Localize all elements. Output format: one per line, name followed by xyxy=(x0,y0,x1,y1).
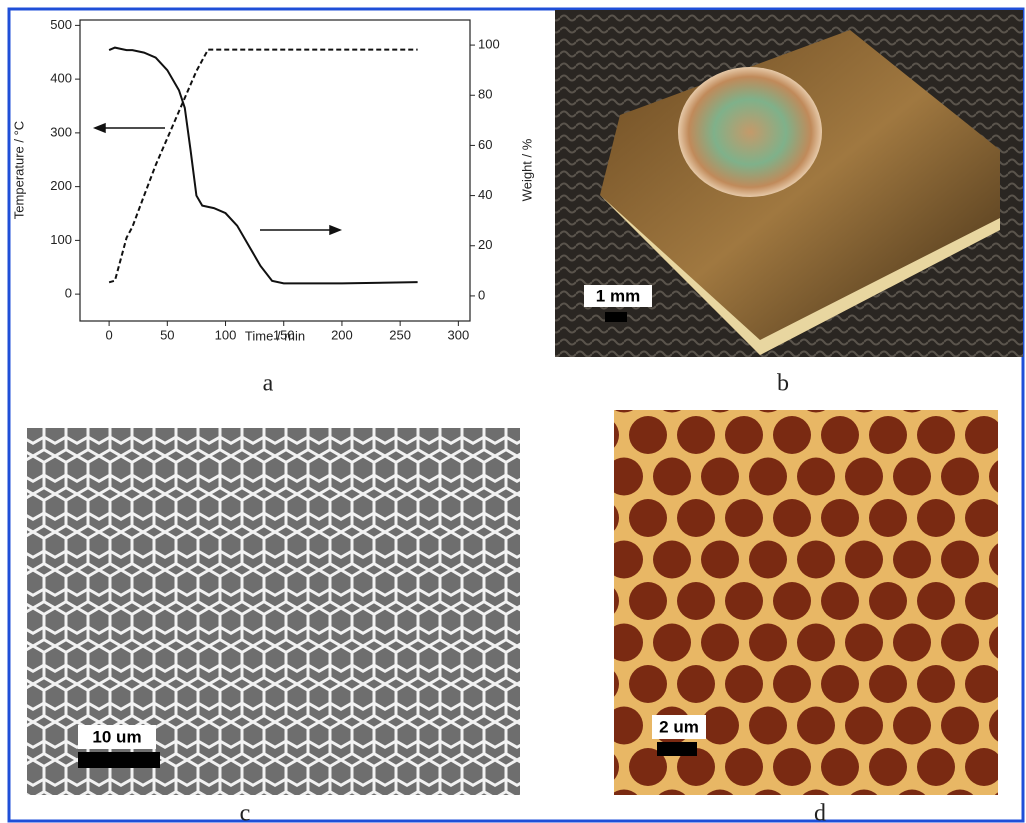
arrow-right xyxy=(260,224,343,236)
photo-d: 2 um xyxy=(614,410,998,795)
x-tick-label: 50 xyxy=(160,327,174,342)
data-line xyxy=(108,48,418,284)
y2-tick-label: 0 xyxy=(478,287,485,302)
y-tick-label: 200 xyxy=(50,178,72,193)
chart: Time / min Temperature / °C Weight / % 0… xyxy=(11,17,534,344)
y-tick-label: 400 xyxy=(50,71,72,86)
x-tick-label: 150 xyxy=(273,327,295,342)
y-tick-label: 100 xyxy=(50,232,72,247)
y2-axis-label: Weight / % xyxy=(519,138,534,201)
x-tick-label: 100 xyxy=(215,327,237,342)
panel-label: c xyxy=(240,801,251,823)
y-axis-label: Temperature / °C xyxy=(11,121,26,219)
panel-label: d xyxy=(814,801,826,823)
y-tick-label: 300 xyxy=(50,124,72,139)
arrow-left xyxy=(92,122,165,134)
y2-tick-label: 100 xyxy=(478,37,500,52)
y-tick-label: 0 xyxy=(65,286,72,301)
x-tick-label: 200 xyxy=(331,327,353,342)
y2-tick-label: 40 xyxy=(478,187,492,202)
panel-label: a xyxy=(263,371,274,397)
scale-bar-label: 2 um xyxy=(659,717,699,736)
x-tick-label: 0 xyxy=(105,327,112,342)
scale-bar-label: 1 mm xyxy=(596,286,640,305)
y2-tick-label: 80 xyxy=(478,87,492,102)
photo-c: 10 um xyxy=(27,428,520,795)
x-axis-label: Time / min xyxy=(245,328,305,343)
y2-tick-label: 60 xyxy=(478,137,492,152)
y2-tick-label: 20 xyxy=(478,237,492,252)
x-tick-label: 300 xyxy=(448,327,470,342)
photo-b: 1 mm xyxy=(555,10,1023,357)
data-line xyxy=(108,46,418,285)
plot-frame xyxy=(79,19,471,322)
y-tick-label: 500 xyxy=(50,17,72,32)
scale-bar-label: 10 um xyxy=(92,727,141,746)
x-tick-label: 250 xyxy=(389,327,411,342)
panel-label: b xyxy=(777,371,789,397)
frame xyxy=(7,7,1025,823)
